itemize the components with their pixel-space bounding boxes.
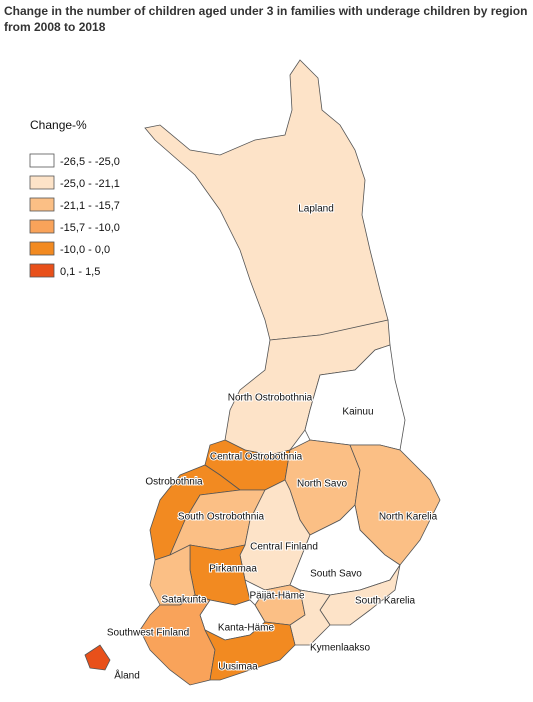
legend-swatch	[29, 197, 55, 212]
legend-label: -25,0 - -21,1	[60, 178, 120, 190]
legend-label: -15,7 - -10,0	[60, 222, 120, 234]
region-label: Kainuu	[342, 407, 373, 418]
region-label: South Ostrobothnia	[178, 512, 265, 523]
legend-label: -10,0 - 0,0	[60, 244, 110, 256]
region-label: Central Ostrobothnia	[210, 452, 303, 463]
region	[204, 621, 296, 681]
legend: -26,5 - -25,0 -25,0 - -21,1 -21,1 - -15,7 -…	[29, 153, 120, 278]
legend-swatch	[29, 175, 55, 190]
region-labels: Lapland North Ostrobothnia Kainuu Central O…	[106, 203, 439, 683]
region-label: South Savo	[310, 569, 362, 580]
legend-title: Change-%	[30, 118, 87, 132]
legend-label: 0,1 - 1,5	[60, 266, 100, 278]
region-label: Kanta-Häme	[218, 623, 275, 634]
region-label: Southwest Finland	[107, 628, 189, 639]
legend-swatch	[29, 219, 55, 234]
legend-swatch	[29, 241, 55, 256]
region	[144, 59, 389, 341]
region-label: Kymenlaakso	[310, 643, 370, 654]
region-label: Lapland	[298, 204, 334, 215]
region	[84, 644, 111, 671]
map-title: Change in the number of children aged un…	[4, 4, 528, 34]
region-label: Uusimaa	[218, 662, 258, 673]
region-label: South Karelia	[355, 596, 415, 607]
region-label: North Ostrobothnia	[228, 393, 313, 404]
region-label: Pirkanmaa	[209, 564, 257, 575]
region-label: Åland	[114, 669, 140, 682]
legend-label: -26,5 - -25,0	[60, 156, 120, 168]
region	[139, 594, 216, 686]
region-label: Ostrobothnia	[145, 477, 203, 488]
legend-label: -21,1 - -15,7	[60, 200, 120, 212]
region-label: North Karelia	[379, 512, 438, 523]
regions	[84, 59, 441, 686]
region-label: North Savo	[297, 479, 347, 490]
legend-swatch	[29, 153, 55, 168]
region-label: Päijät-Häme	[249, 591, 304, 602]
region	[289, 589, 331, 646]
region-label: Central Finland	[250, 542, 318, 553]
legend-swatch	[29, 263, 55, 278]
region-label: Satakunta	[161, 595, 206, 606]
region	[349, 444, 441, 566]
